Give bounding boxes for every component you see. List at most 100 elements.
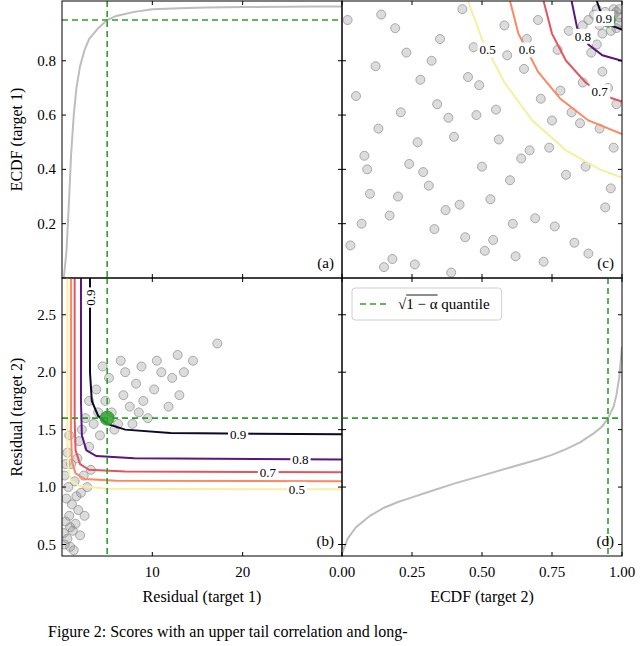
- score-point: [480, 246, 489, 255]
- x-tick: [552, 278, 553, 282]
- radical-bar: [406, 295, 437, 296]
- x-tick: [152, 1, 153, 5]
- x-tick: [412, 1, 413, 5]
- y-tick-label: 1.0: [37, 479, 56, 495]
- contour-label-text: 0.8: [292, 452, 308, 467]
- score-point: [66, 523, 75, 532]
- contour-line: [71, 278, 342, 481]
- contour-line: [544, 1, 622, 101]
- x-tick: [242, 552, 243, 556]
- contour-label-bg: [573, 29, 593, 44]
- contour-line: [67, 278, 342, 489]
- x-tick: [412, 278, 413, 282]
- score-point: [410, 260, 419, 269]
- ecdf-line: [64, 6, 342, 278]
- y-tick: [338, 314, 342, 315]
- y-tick: [618, 487, 622, 488]
- y-tick-label: 0.8: [37, 53, 56, 69]
- panel-label: (a): [317, 255, 334, 272]
- score-point: [606, 184, 615, 193]
- score-point: [576, 119, 585, 128]
- y-tick: [342, 487, 346, 488]
- score-point: [517, 154, 526, 163]
- y-tick: [338, 169, 342, 170]
- score-point: [363, 165, 372, 174]
- score-point: [116, 356, 125, 365]
- score-point: [520, 64, 529, 73]
- plot-area: [62, 278, 342, 556]
- contour-label-text: 0.8: [575, 29, 591, 44]
- y-tick: [62, 544, 66, 545]
- score-point: [394, 192, 403, 201]
- score-point: [80, 511, 89, 520]
- score-point: [598, 67, 607, 76]
- contour-line: [468, 1, 622, 178]
- score-point: [343, 16, 352, 25]
- y-tick: [62, 60, 66, 61]
- y-tick-label: 1.5: [37, 422, 56, 438]
- score-point: [346, 241, 355, 250]
- score-point: [601, 203, 610, 212]
- score-point: [562, 170, 571, 179]
- legend-frame: [352, 288, 502, 320]
- score-point: [121, 368, 130, 377]
- y-tick-label: 0.2: [37, 216, 56, 232]
- score-point: [545, 143, 554, 152]
- score-point: [371, 62, 380, 71]
- score-point: [494, 135, 503, 144]
- score-point: [478, 162, 487, 171]
- score-point: [150, 385, 159, 394]
- score-point: [506, 176, 515, 185]
- score-point: [65, 431, 74, 440]
- x-tick-label: 0.75: [539, 564, 565, 580]
- contour-label-text: 0.7: [591, 84, 608, 99]
- score-point: [427, 56, 436, 65]
- contour-label-bg: [477, 42, 497, 57]
- y-tick: [342, 60, 346, 61]
- y-tick: [618, 115, 622, 116]
- score-point: [157, 368, 166, 377]
- y-tick: [618, 223, 622, 224]
- contour-label-bg: [589, 84, 610, 99]
- y-tick-label: 0.6: [37, 107, 56, 123]
- plot-area: [343, 1, 622, 277]
- score-point: [548, 116, 557, 125]
- quantile-vline: [106, 1, 108, 278]
- score-point: [374, 124, 383, 133]
- x-tick-label: 0.50: [469, 564, 495, 580]
- score-point: [475, 81, 484, 90]
- score-point: [137, 362, 146, 371]
- y-tick: [338, 115, 342, 116]
- score-point: [405, 159, 414, 168]
- y-tick: [62, 372, 66, 373]
- y-tick: [62, 314, 66, 315]
- score-point: [536, 94, 545, 103]
- y-tick: [342, 429, 346, 430]
- panel-frame: [62, 278, 342, 556]
- contour-label-bg: [594, 11, 614, 26]
- score-point: [173, 350, 182, 359]
- contour-line: [572, 1, 622, 61]
- x-tick: [482, 552, 483, 556]
- score-point: [366, 189, 375, 198]
- quantile-point: [100, 411, 114, 425]
- y-axis-label: ECDF (target 1): [8, 88, 26, 192]
- y-tick: [618, 169, 622, 170]
- score-point: [128, 419, 137, 428]
- y-tick: [618, 60, 622, 61]
- x-tick: [552, 1, 553, 5]
- contour-label-text: 0.9: [83, 289, 98, 305]
- x-tick: [482, 274, 483, 278]
- contour-line: [510, 1, 622, 134]
- score-point: [213, 339, 222, 348]
- panel-label: (b): [317, 533, 335, 550]
- contour-label-bg: [228, 427, 248, 442]
- score-point: [388, 254, 397, 263]
- score-point: [132, 379, 141, 388]
- y-tick: [62, 223, 66, 224]
- score-point: [62, 494, 71, 503]
- x-tick: [552, 274, 553, 278]
- y-tick: [342, 372, 346, 373]
- plot-area: [342, 278, 622, 556]
- x-tick: [242, 278, 243, 282]
